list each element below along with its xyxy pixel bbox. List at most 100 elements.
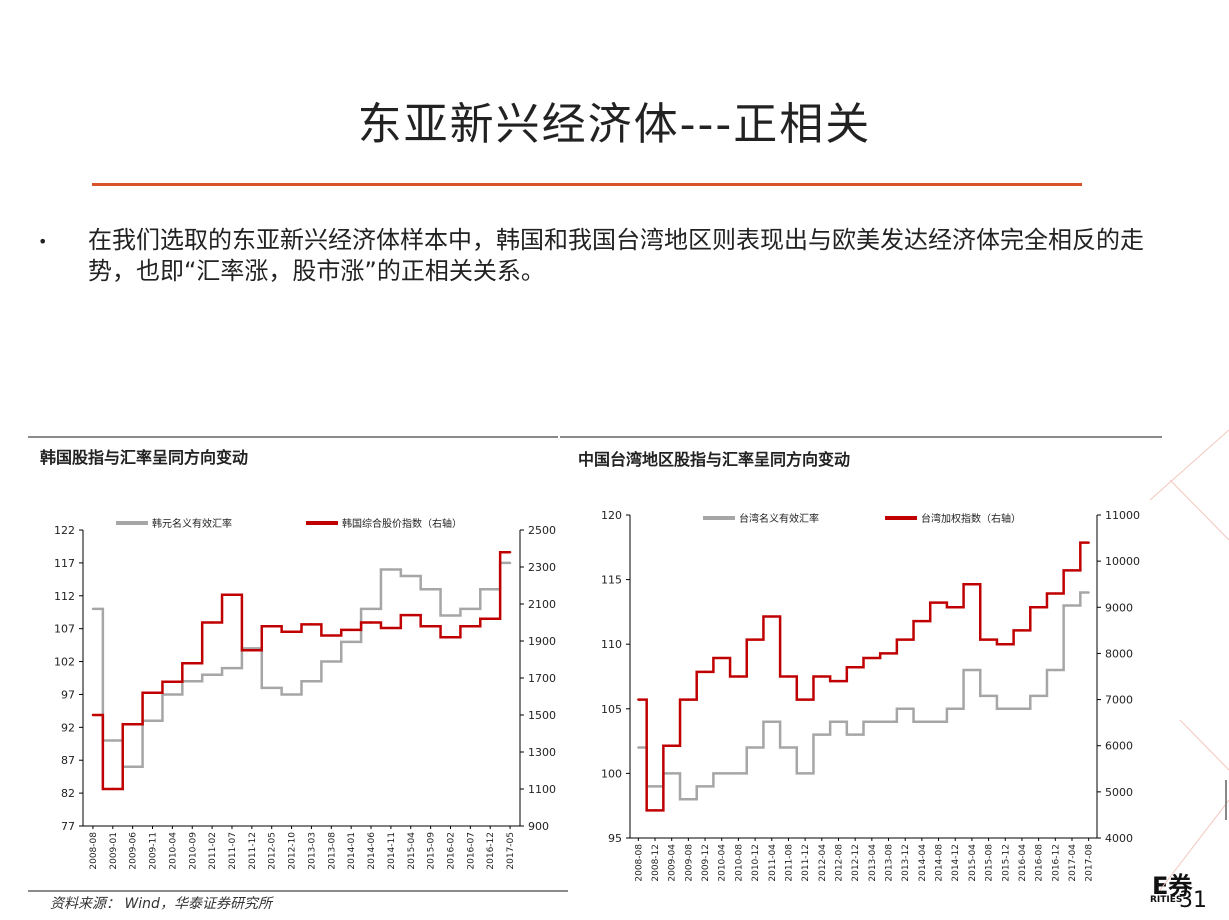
chart1-series-point-0 — [330, 660, 333, 663]
slide-title: 东亚新兴经济体---正相关 — [357, 99, 872, 150]
chart2-x-tick-label: 2014-08 — [935, 844, 945, 882]
chart1-series-point-1 — [349, 628, 353, 632]
chart1-x-tick-label: 2016-07 — [466, 832, 476, 870]
page-number: 31 — [1179, 888, 1207, 913]
chart2-x-tick-label: 2017-04 — [1068, 844, 1078, 882]
chart1-series-line-0 — [92, 561, 511, 769]
chart2-series-point-1 — [920, 619, 924, 623]
chart1-series-line-1 — [92, 550, 511, 791]
chart2-series-point-1 — [1020, 629, 1024, 632]
chart1-series-point-0 — [389, 568, 393, 571]
chart2-series-point-1 — [937, 601, 940, 604]
chart2-series-point-0 — [720, 772, 723, 775]
chart1-series-point-1 — [449, 636, 452, 639]
chart2-x-tick-label: 2009-08 — [684, 844, 694, 882]
chart1-x-tick-label: 2008-08 — [89, 832, 99, 870]
chart1-series-point-1 — [91, 713, 95, 717]
chart2-x-tick-label: 2017-08 — [1085, 844, 1095, 882]
chart2-series-point-1 — [970, 583, 974, 586]
chart1-series-point-0 — [210, 673, 214, 676]
chart1-x-tick-label: 2014-01 — [347, 832, 357, 870]
logo-subtext: RITIES — [1150, 895, 1183, 905]
chart2-series-point-1 — [903, 638, 907, 641]
chart1-x-tick-label: 2013-03 — [307, 832, 317, 870]
chart2-series-point-1 — [803, 698, 807, 701]
chart1-left-tick-label: 97 — [61, 688, 75, 701]
chart2-series-point-1 — [670, 744, 673, 747]
chart1-right-tick-label: 1700 — [528, 672, 556, 685]
chart2-series-point-1 — [837, 679, 840, 683]
chart2-series-point-1 — [870, 656, 874, 660]
chart2-x-tick-label: 2010-12 — [751, 844, 761, 882]
chart1-x-tick-label: 2015-09 — [427, 832, 437, 870]
chart1-left-tick-label: 77 — [61, 820, 75, 833]
chart2-x-tick-label: 2016-12 — [1051, 844, 1061, 882]
chart2-x-tick-label: 2015-12 — [1001, 844, 1011, 882]
chart2-series-point-0 — [1037, 694, 1040, 698]
decorative-lines — [1149, 429, 1229, 891]
chart1-series-point-0 — [349, 640, 353, 644]
chart2-series-point-1 — [720, 656, 723, 660]
chart2-series-point-0 — [887, 720, 890, 723]
chart2-x-tick-label: 2008-12 — [651, 844, 661, 882]
chart1-left-tick-label: 107 — [54, 623, 75, 636]
chart1-left-tick-label: 117 — [54, 557, 75, 570]
chart2-series-point-1 — [787, 675, 790, 678]
chart2-x-tick-label: 2015-08 — [985, 844, 995, 882]
chart1-series-point-1 — [270, 625, 273, 628]
chart1-series-point-0 — [270, 686, 273, 690]
chart1-series-point-1 — [409, 613, 412, 617]
chart2-x-tick-label: 2013-08 — [885, 844, 895, 882]
chart1-left-tick-label: 102 — [54, 656, 75, 669]
chart2-series-line-1 — [638, 541, 1089, 812]
chart1-series-point-0 — [191, 680, 194, 683]
chart1-series-point-0 — [449, 614, 452, 617]
chart1-x-tick-label: 2012-05 — [268, 832, 278, 870]
chart2-series-point-1 — [770, 615, 773, 618]
chart2-series-point-0 — [920, 720, 924, 723]
chart1-korea: 77 82 87 92 97 102 107 112 117 122 900 1100 1300 1500… — [54, 517, 556, 870]
chart1-series-point-1 — [111, 787, 114, 791]
chart1-x-tick-label: 2012-10 — [288, 832, 298, 870]
chart1-x-tick-label: 2014-06 — [367, 832, 377, 870]
chart1-series-point-0 — [429, 588, 432, 591]
chart2-series-point-0 — [687, 798, 690, 801]
chart1-x-tick-label: 2013-08 — [327, 832, 337, 870]
chart1-series-point-1 — [250, 649, 254, 652]
bullet-text: 在我们选取的东亚新兴经济体样本中，韩国和我国台湾地区则表现出与欧美发达经济体完全… — [88, 226, 1144, 285]
chart1-series-point-0 — [171, 693, 174, 696]
chart1-series-point-0 — [131, 765, 134, 768]
chart2-series-point-0 — [1004, 707, 1007, 710]
chart2-series-point-0 — [637, 746, 640, 749]
chart2-x-tick-label: 2016-08 — [1035, 844, 1045, 882]
chart1-x-tick-label: 2011-07 — [228, 832, 238, 870]
chart2-series-point-1 — [1054, 592, 1057, 595]
chart1-x-tick-label: 2017-05 — [506, 832, 516, 870]
chart1-series-point-0 — [91, 607, 95, 611]
chart2-left-tick-label: 120 — [601, 509, 622, 522]
chart2-x-tick-label: 2012-12 — [851, 844, 861, 882]
chart1-title: 韩国股指与汇率呈同方向变动 — [40, 448, 249, 467]
chart1-right-tick-label: 2300 — [528, 561, 556, 574]
chart1-series-point-0 — [290, 693, 293, 696]
chart1-series-point-1 — [191, 662, 194, 665]
chart2-series-point-0 — [787, 746, 790, 749]
chart1-top-rule — [28, 436, 558, 438]
chart1-x-tick-label: 2014-11 — [387, 832, 397, 870]
chart1-series-point-1 — [330, 634, 333, 637]
chart2-series-point-1 — [954, 606, 957, 609]
chart1-x-tick-label: 2009-06 — [129, 832, 139, 870]
chart1-left-tick-label: 82 — [61, 787, 75, 800]
chart2-series-point-1 — [820, 675, 824, 678]
chart2-left-tick-label: 110 — [601, 638, 622, 651]
chart2-x-tick-label: 2013-12 — [901, 844, 911, 882]
bullet-icon: • — [38, 232, 48, 251]
chart2-series-point-0 — [1070, 604, 1074, 607]
chart1-right-tick-label: 1100 — [528, 783, 556, 796]
chart2-x-tick-label: 2015-04 — [968, 844, 978, 882]
chart1-legend-label-1: 韩国综合股价指数（右轴） — [342, 517, 462, 530]
chart2-x-tick-label: 2012-04 — [818, 844, 828, 882]
chart2-series-point-0 — [770, 720, 773, 723]
chart2-series-point-0 — [670, 772, 673, 775]
chart2-series-point-0 — [1087, 591, 1090, 594]
